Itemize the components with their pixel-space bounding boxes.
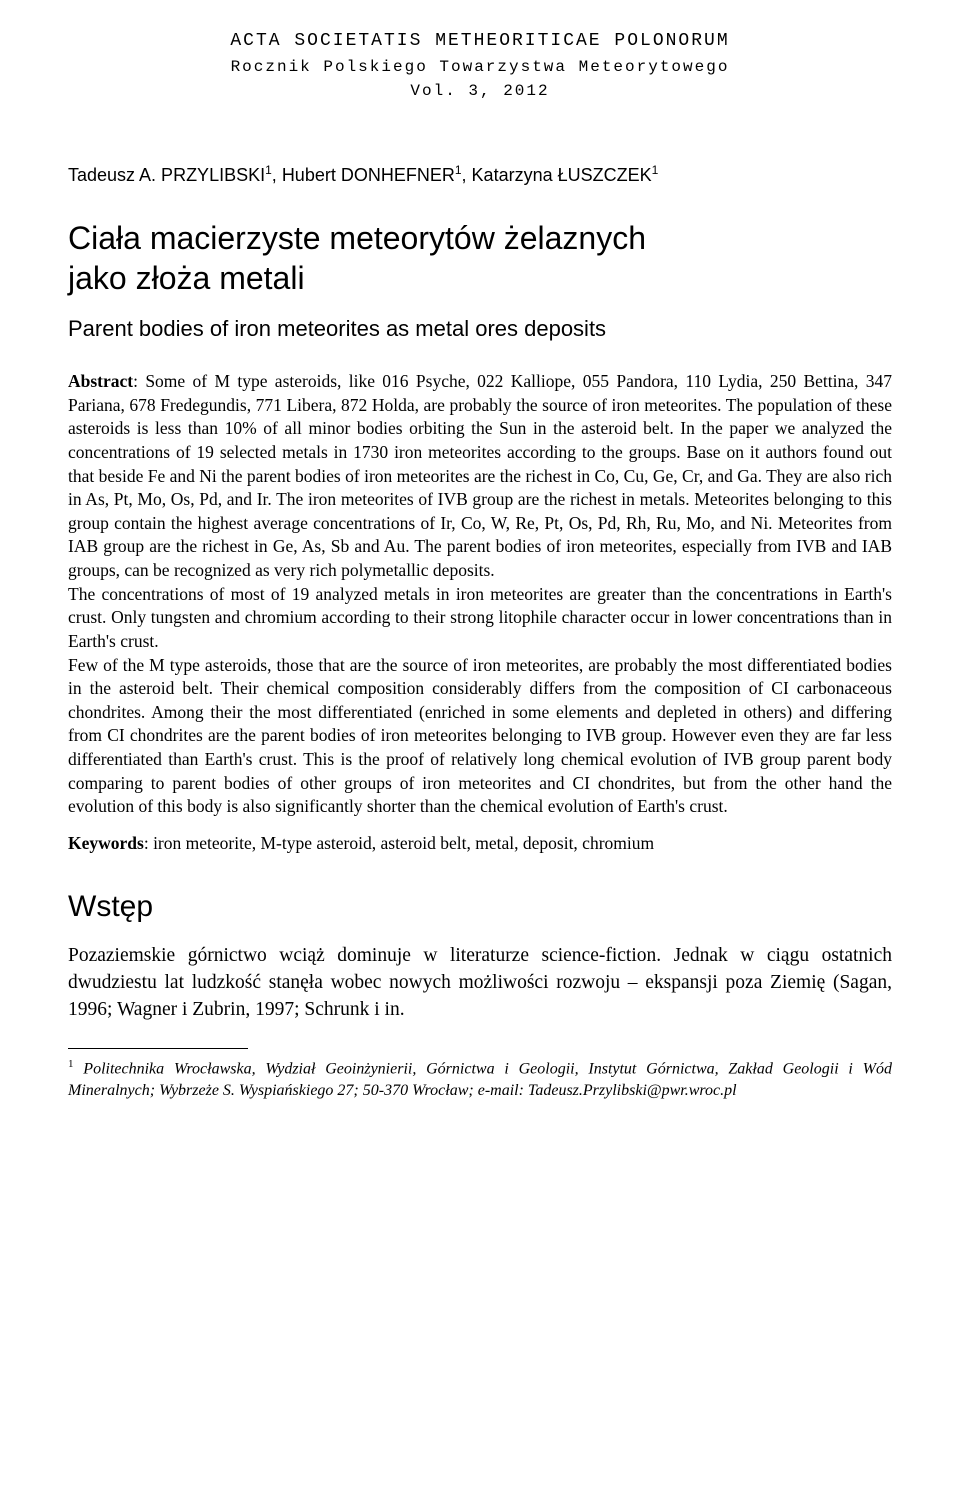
journal-name: ACTA SOCIETATIS METHEORITICAE POLONORUM: [68, 28, 892, 55]
title-line-1: Ciała macierzyste meteorytów żelaznych: [68, 218, 892, 258]
keywords-label: Keywords: [68, 833, 144, 853]
journal-volume: Vol. 3, 2012: [68, 79, 892, 103]
author-3-affil: 1: [652, 163, 659, 177]
keywords-line: Keywords: iron meteorite, M-type asteroi…: [68, 833, 892, 854]
article-title: Ciała macierzyste meteorytów żelaznych j…: [68, 218, 892, 298]
author-2-name: Hubert DONHEFNER: [282, 165, 455, 185]
footnote-1-text: Politechnika Wrocławska, Wydział Geoinży…: [68, 1060, 892, 1099]
abstract-block: Abstract: Some of M type asteroids, like…: [68, 370, 892, 819]
section-heading-intro: Wstęp: [68, 890, 892, 924]
title-line-2: jako złoża metali: [68, 258, 892, 298]
authors-line: Tadeusz A. PRZYLIBSKI1, Hubert DONHEFNER…: [68, 163, 892, 186]
author-2-affil: 1: [455, 163, 462, 177]
abstract-label: Abstract: [68, 371, 133, 391]
abstract-p1: : Some of M type asteroids, like 016 Psy…: [68, 371, 892, 580]
page: ACTA SOCIETATIS METHEORITICAE POLONORUM …: [0, 0, 960, 1141]
journal-header: ACTA SOCIETATIS METHEORITICAE POLONORUM …: [68, 28, 892, 103]
keywords-text: : iron meteorite, M-type asteroid, aster…: [144, 833, 654, 853]
footnote-rule: [68, 1048, 248, 1049]
author-3-name: Katarzyna ŁUSZCZEK: [472, 165, 652, 185]
abstract-p3: Few of the M type asteroids, those that …: [68, 655, 892, 817]
body-paragraph-1: Pozaziemskie górnictwo wciąż dominuje w …: [68, 942, 892, 1024]
author-1-name: Tadeusz A. PRZYLIBSKI: [68, 165, 265, 185]
footnote-1: 1 Politechnika Wrocławska, Wydział Geoin…: [68, 1057, 892, 1102]
article-subtitle: Parent bodies of iron meteorites as meta…: [68, 316, 892, 342]
abstract-p2: The concentrations of most of 19 analyze…: [68, 584, 892, 651]
author-1-affil: 1: [265, 163, 272, 177]
journal-subtitle: Rocznik Polskiego Towarzystwa Meteorytow…: [68, 55, 892, 79]
